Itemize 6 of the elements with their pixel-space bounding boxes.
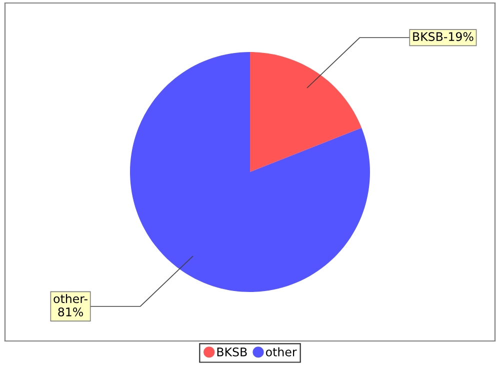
- legend-label: BKSB: [217, 347, 247, 356]
- legend-label: other: [266, 347, 297, 356]
- pie-slice: [250, 52, 362, 172]
- pie-slice: [130, 52, 370, 292]
- data-label: other- 81%: [54, 294, 88, 316]
- data-label: BKSB-19%: [413, 32, 474, 42]
